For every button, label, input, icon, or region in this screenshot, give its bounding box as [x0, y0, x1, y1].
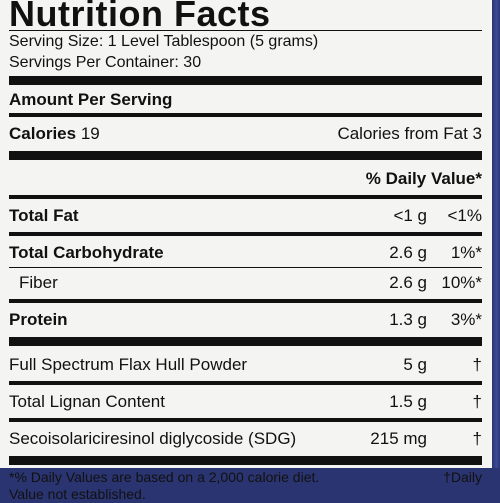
nutrient-row-protein: Protein 1.3 g 3%*: [9, 310, 482, 329]
nutrient-row-total-carbohydrate: Total Carbohydrate 2.6 g 1%*: [9, 243, 482, 262]
daily-value-header-row: % Daily Value*: [9, 164, 482, 193]
calories-label: Calories: [9, 124, 77, 143]
thick-divider: [9, 151, 482, 160]
package-edge: [492, 0, 500, 468]
thick-divider: [9, 456, 482, 465]
divider: [9, 418, 482, 422]
thick-divider: [9, 76, 482, 85]
footnote-daily-values: *% Daily Values are based on a 2,000 cal…: [9, 469, 320, 485]
amount-per-serving: Amount Per Serving: [9, 90, 173, 109]
calories-value: 19: [80, 124, 100, 143]
servings-per-container: Servings Per Container: 30: [9, 54, 202, 71]
divider: [9, 232, 482, 236]
footnote: *% Daily Values are based on a 2,000 cal…: [9, 469, 482, 503]
daily-value-header: % Daily Value*: [365, 169, 482, 188]
label-title: Nutrition Facts: [9, 0, 271, 28]
divider: [9, 113, 482, 117]
other-row-lignan: Total Lignan Content 1.5 g †: [9, 392, 482, 411]
other-row-flax-hull: Full Spectrum Flax Hull Powder 5 g †: [9, 355, 482, 374]
other-row-sdg: Secoisolariciresinol diglycoside (SDG) 2…: [9, 429, 482, 448]
divider: [9, 381, 482, 385]
thick-divider: [9, 337, 482, 346]
divider: [9, 267, 482, 268]
footnote-dagger: †Daily: [443, 469, 482, 485]
nutrient-row-fiber: Fiber 2.6 g 10%*: [19, 273, 482, 292]
nutrient-row-total-fat: Total Fat <1 g <1%: [9, 206, 482, 225]
footnote-not-established: Value not established.: [9, 486, 146, 502]
serving-size: Serving Size: 1 Level Tablespoon (5 gram…: [9, 33, 319, 50]
divider: [9, 299, 482, 303]
divider: [9, 195, 482, 199]
calories-row: Calories 19 Calories from Fat 3: [9, 119, 482, 148]
calories-from-fat: Calories from Fat 3: [337, 124, 482, 143]
